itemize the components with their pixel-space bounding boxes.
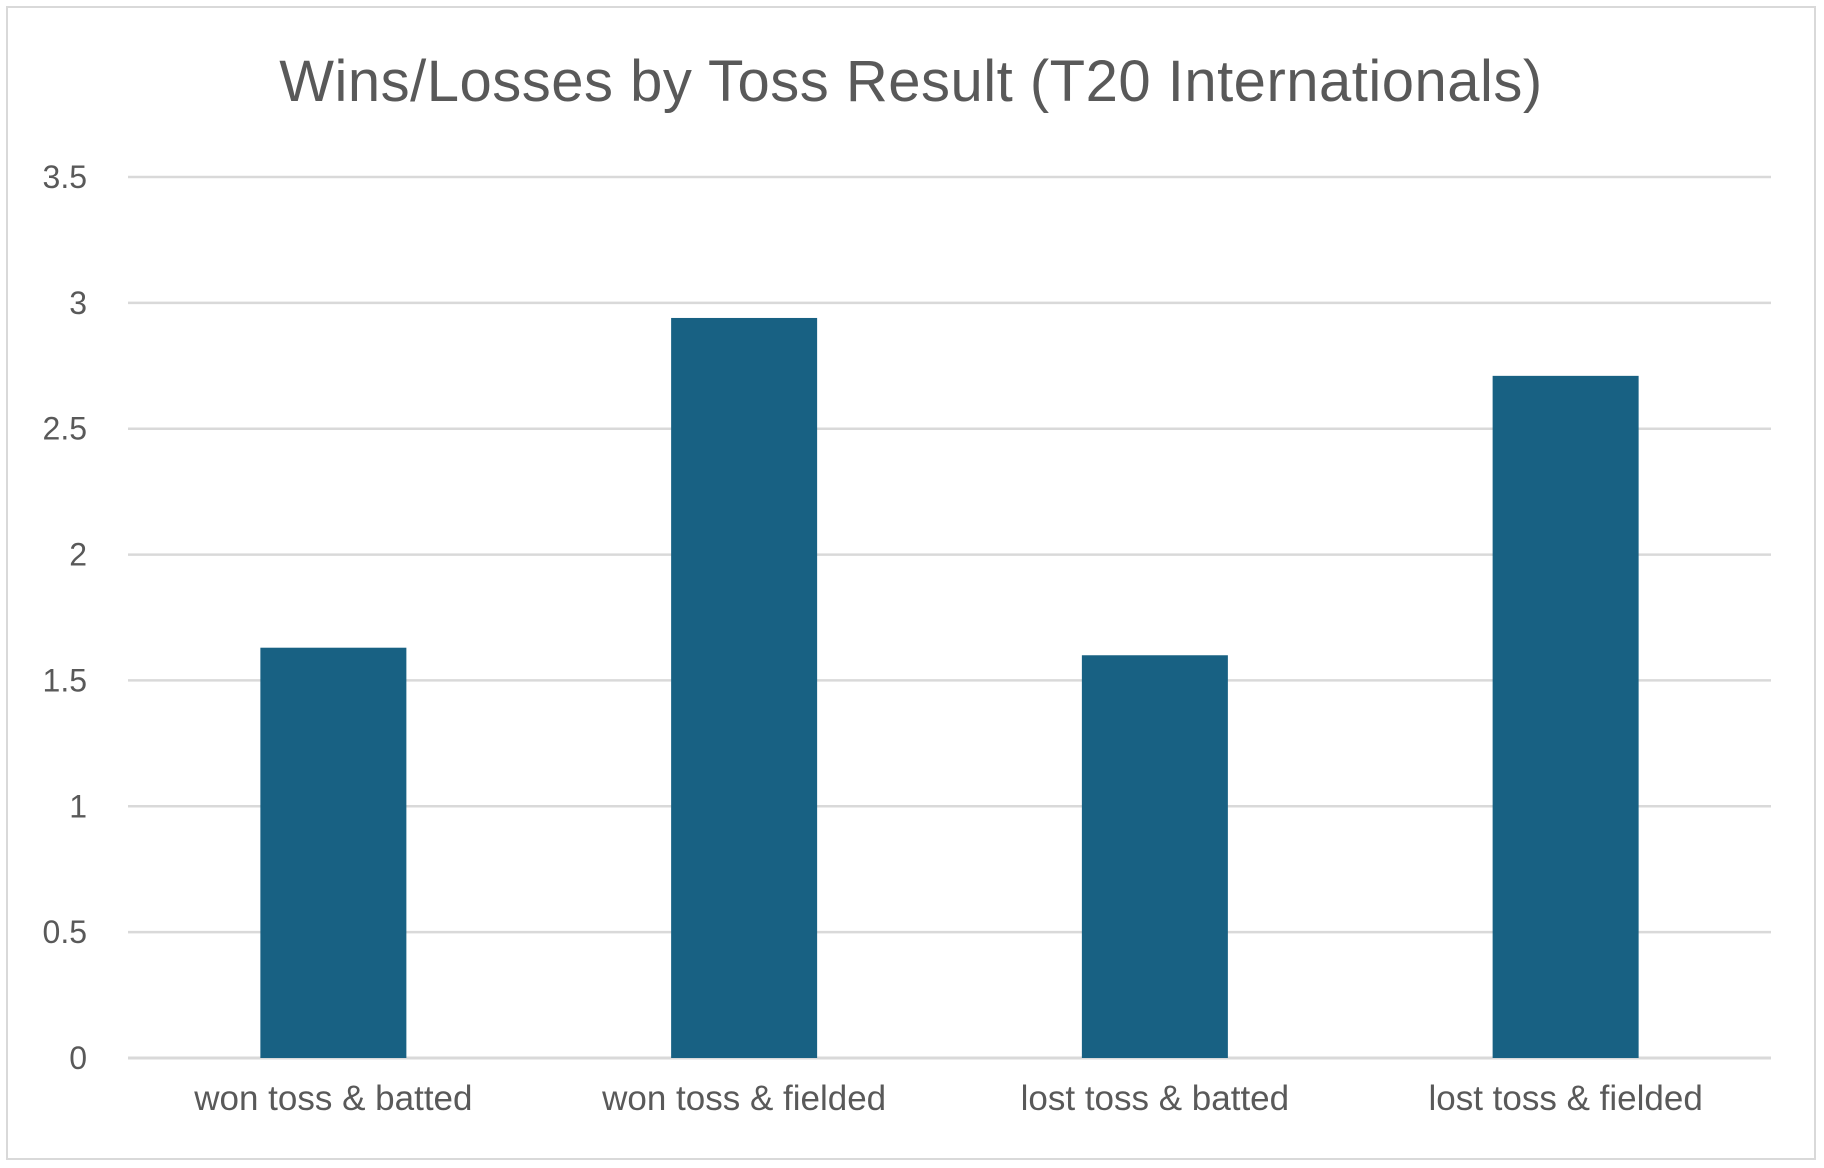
bar	[1081, 655, 1228, 1058]
bar	[671, 317, 818, 1059]
plot-area: 0 0.5 1 1.5 2 2.5 3 3.5 won toss & batted won to…	[43, 159, 1771, 1118]
x-tick-label: won toss & batted	[193, 1079, 472, 1118]
y-tick-label: 2	[69, 537, 87, 573]
x-tick-label: lost toss & fielded	[1428, 1079, 1702, 1118]
bar	[260, 647, 407, 1058]
x-tick-label: won toss & fielded	[601, 1079, 886, 1118]
y-tick-label: 1	[69, 788, 87, 824]
y-tick-label: 0	[69, 1040, 87, 1076]
chart-title: Wins/Losses by Toss Result (T20 Internat…	[279, 49, 1543, 114]
y-tick-label: 0.5	[43, 914, 87, 950]
y-tick-label: 3.5	[43, 159, 87, 195]
y-tick-label: 2.5	[43, 411, 87, 447]
x-tick-label: lost toss & batted	[1021, 1079, 1289, 1118]
bar	[1492, 375, 1639, 1059]
y-tick-label: 3	[69, 285, 87, 321]
y-tick-label: 1.5	[43, 662, 87, 698]
chart-frame: Wins/Losses by Toss Result (T20 Internat…	[6, 6, 1816, 1160]
